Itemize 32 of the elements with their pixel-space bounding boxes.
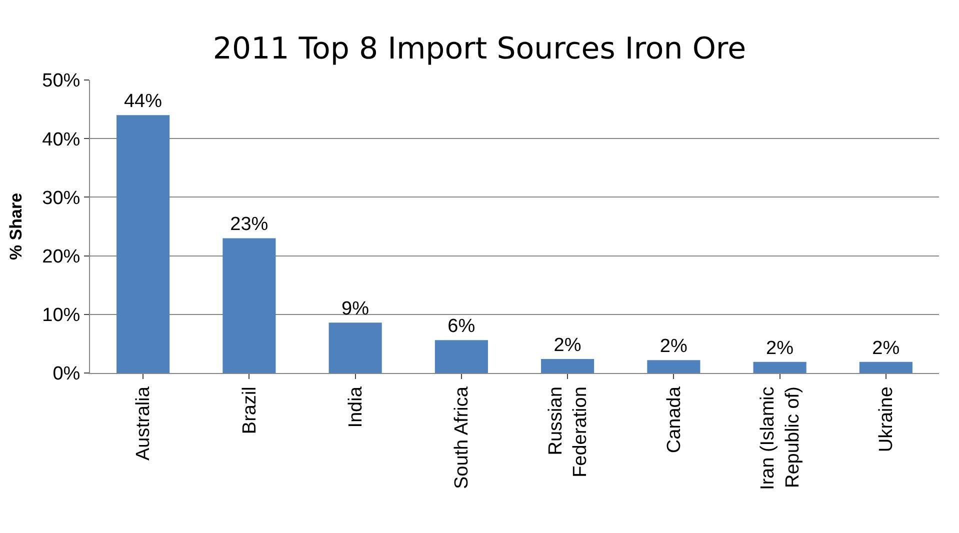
y-axis-title: % Share bbox=[6, 192, 26, 260]
data-label: 2% bbox=[660, 336, 688, 358]
data-label: 23% bbox=[230, 214, 268, 236]
bar bbox=[434, 340, 488, 373]
chart-title: 2011 Top 8 Import Sources Iron Ore bbox=[212, 31, 746, 66]
data-label: 2% bbox=[766, 338, 794, 359]
data-label: 44% bbox=[124, 91, 162, 112]
x-tick-label: Iran (Islamic Republic of) bbox=[758, 386, 804, 490]
bar bbox=[859, 362, 912, 373]
bar bbox=[222, 238, 276, 373]
data-label: 9% bbox=[342, 298, 370, 320]
x-tick-label: Russian Federation bbox=[545, 386, 592, 478]
y-tick-label: 30% bbox=[42, 188, 80, 209]
y-tick-label: 40% bbox=[42, 129, 80, 150]
data-label: 2% bbox=[554, 334, 582, 356]
bar bbox=[328, 322, 382, 373]
bar bbox=[541, 358, 594, 373]
y-tick-label: 50% bbox=[42, 70, 80, 92]
y-tick-label: 0% bbox=[52, 364, 80, 385]
y-tick-label: 20% bbox=[42, 246, 80, 268]
bar bbox=[647, 360, 700, 373]
bar bbox=[753, 362, 806, 373]
x-tick-label: India bbox=[345, 386, 366, 428]
x-tick-label: Brazil bbox=[239, 386, 260, 434]
bar bbox=[116, 115, 170, 373]
x-tick-label: Australia bbox=[133, 386, 154, 461]
data-label: 2% bbox=[872, 338, 900, 359]
y-tick-label: 10% bbox=[42, 305, 80, 326]
data-label: 6% bbox=[448, 316, 476, 338]
x-tick-label: South Africa bbox=[452, 386, 473, 490]
x-tick-label: Canada bbox=[664, 386, 685, 454]
x-tick-label: Ukraine bbox=[876, 386, 898, 452]
